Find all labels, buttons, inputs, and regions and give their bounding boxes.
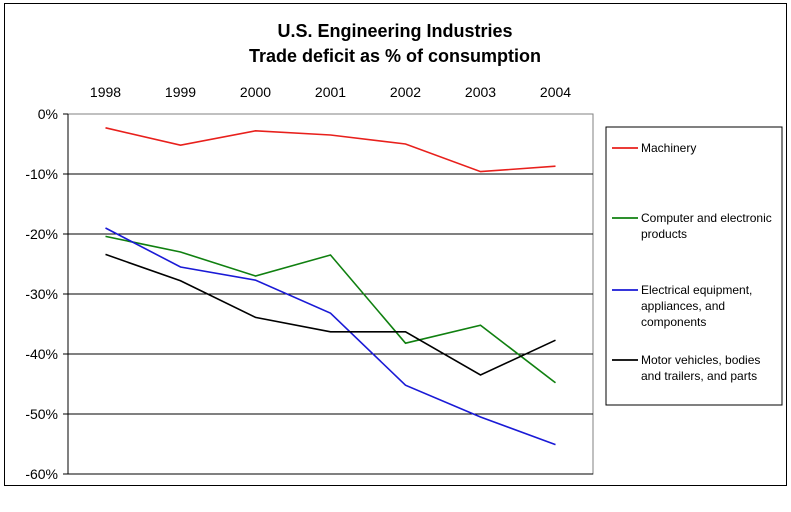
x-tick-label: 2000 — [240, 84, 271, 100]
legend: Machinery Computer and electronic products… — [612, 141, 772, 383]
legend-label: and trailers, and parts — [641, 369, 757, 383]
gridlines — [68, 173, 593, 475]
legend-label: products — [641, 227, 687, 241]
series-line-1 — [105, 127, 556, 173]
x-tick-label: 1999 — [165, 84, 196, 100]
x-axis: 1998 1999 2000 2001 2002 2003 2004 — [90, 84, 571, 100]
chart-subtitle: Trade deficit as % of consumption — [249, 46, 541, 66]
y-tick-label: -30% — [25, 286, 58, 302]
series-lines — [105, 127, 556, 446]
y-tick-label: -40% — [25, 346, 58, 362]
legend-label: Computer and electronic — [641, 211, 772, 225]
y-tick-label: -60% — [25, 466, 58, 482]
legend-label: appliances, and — [641, 299, 725, 313]
y-tick-label: 0% — [38, 106, 58, 122]
legend-label: Machinery — [641, 141, 696, 155]
y-axis: 0% -10% -20% -30% -40% -50% -60% — [25, 106, 68, 482]
x-tick-label: 2003 — [465, 84, 496, 100]
y-tick-label: -10% — [25, 166, 58, 182]
x-tick-label: 2001 — [315, 84, 346, 100]
x-tick-label: 2004 — [540, 84, 571, 100]
legend-label: Motor vehicles, bodies — [641, 353, 760, 367]
series-line-2 — [105, 235, 556, 384]
series-line-4 — [105, 253, 556, 376]
y-tick-label: -20% — [25, 226, 58, 242]
legend-label: Electrical equipment, — [641, 283, 752, 297]
x-tick-label: 2002 — [390, 84, 421, 100]
x-tick-label: 1998 — [90, 84, 121, 100]
chart-title: U.S. Engineering Industries — [277, 21, 512, 41]
y-tick-label: -50% — [25, 406, 58, 422]
legend-label: components — [641, 315, 706, 329]
legend-box — [605, 126, 783, 406]
series-line-3 — [105, 227, 556, 446]
